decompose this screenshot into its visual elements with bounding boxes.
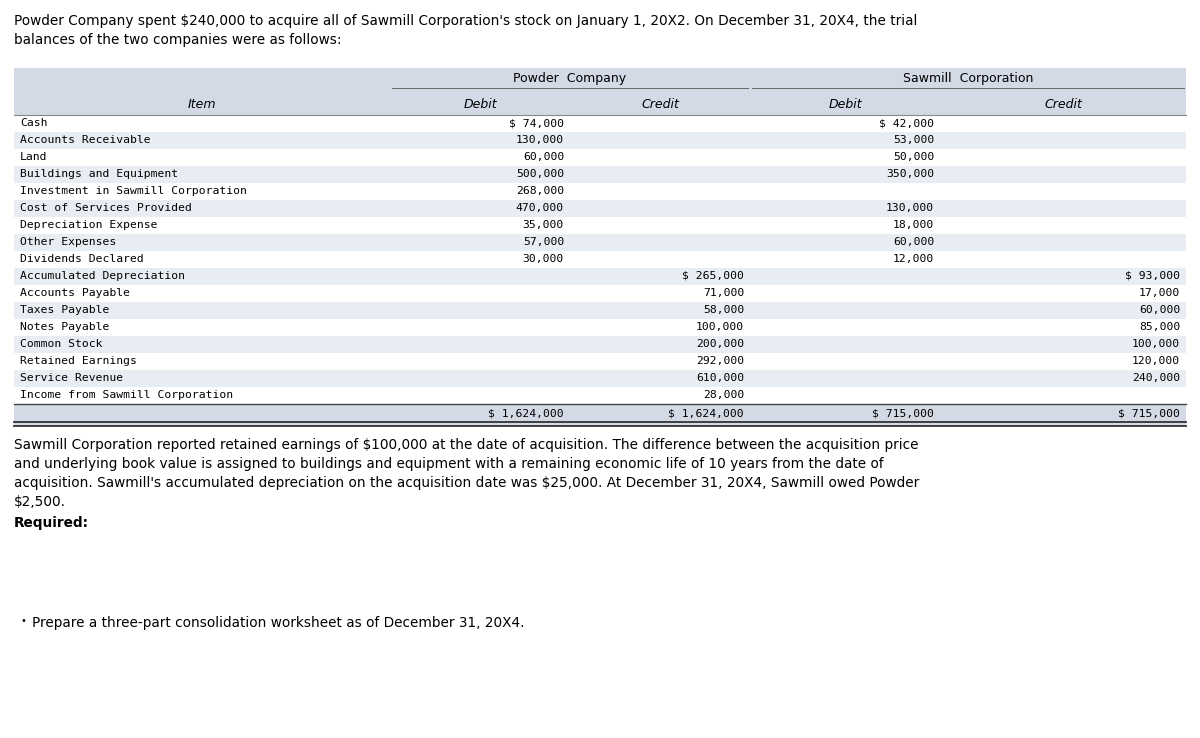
Text: Powder  Company: Powder Company (514, 72, 626, 85)
Text: 71,000: 71,000 (703, 288, 744, 298)
Text: Item: Item (187, 98, 216, 111)
Bar (14, 370, 1186, 387)
Bar (14, 336, 1186, 353)
Text: •: • (20, 616, 26, 626)
Text: 120,000: 120,000 (1132, 356, 1180, 366)
Text: Notes Payable: Notes Payable (20, 322, 109, 332)
Text: 60,000: 60,000 (1139, 305, 1180, 315)
Text: Income from Sawmill Corporation: Income from Sawmill Corporation (20, 390, 233, 400)
Text: Accumulated Depreciation: Accumulated Depreciation (20, 271, 185, 281)
Text: Service Revenue: Service Revenue (20, 373, 124, 383)
Bar (14, 93, 1186, 115)
Text: 100,000: 100,000 (1132, 339, 1180, 349)
Text: 130,000: 130,000 (886, 203, 934, 213)
Text: 350,000: 350,000 (886, 169, 934, 179)
Text: Common Stock: Common Stock (20, 339, 102, 349)
Text: 53,000: 53,000 (893, 135, 934, 145)
Bar (14, 234, 1186, 251)
Text: 100,000: 100,000 (696, 322, 744, 332)
Text: Required:: Required: (14, 516, 89, 530)
Text: 60,000: 60,000 (523, 152, 564, 162)
Bar (14, 115, 1186, 132)
Text: Debit: Debit (463, 98, 497, 111)
Bar (14, 200, 1186, 217)
Text: $ 715,000: $ 715,000 (1118, 409, 1180, 419)
Text: $ 93,000: $ 93,000 (1126, 271, 1180, 281)
Text: $ 74,000: $ 74,000 (509, 118, 564, 128)
Bar (14, 387, 1186, 404)
Bar (14, 353, 1186, 370)
Text: Dividends Declared: Dividends Declared (20, 254, 144, 264)
Bar (14, 268, 1186, 285)
Bar (14, 183, 1186, 200)
Text: Prepare a three-part consolidation worksheet as of December 31, 20X4.: Prepare a three-part consolidation works… (32, 616, 524, 630)
Text: 57,000: 57,000 (523, 237, 564, 247)
Text: Sawmill Corporation reported retained earnings of $100,000 at the date of acquis: Sawmill Corporation reported retained ea… (14, 438, 919, 508)
Text: 500,000: 500,000 (516, 169, 564, 179)
Bar (14, 319, 1186, 336)
Text: 35,000: 35,000 (523, 220, 564, 230)
Text: 200,000: 200,000 (696, 339, 744, 349)
Text: Credit: Credit (1044, 98, 1082, 111)
Bar (14, 149, 1186, 166)
Text: 470,000: 470,000 (516, 203, 564, 213)
Text: Taxes Payable: Taxes Payable (20, 305, 109, 315)
Text: 85,000: 85,000 (1139, 322, 1180, 332)
Text: Retained Earnings: Retained Earnings (20, 356, 137, 366)
Bar (14, 251, 1186, 268)
Text: $ 265,000: $ 265,000 (682, 271, 744, 281)
Text: Buildings and Equipment: Buildings and Equipment (20, 169, 178, 179)
Text: Sawmill  Corporation: Sawmill Corporation (902, 72, 1033, 85)
Bar (14, 302, 1186, 319)
Text: 30,000: 30,000 (523, 254, 564, 264)
Bar (14, 166, 1186, 183)
Text: 58,000: 58,000 (703, 305, 744, 315)
Text: Cost of Services Provided: Cost of Services Provided (20, 203, 192, 213)
Text: 28,000: 28,000 (703, 390, 744, 400)
Text: Accounts Receivable: Accounts Receivable (20, 135, 151, 145)
Bar (14, 132, 1186, 149)
Bar (14, 68, 1186, 93)
Text: Investment in Sawmill Corporation: Investment in Sawmill Corporation (20, 186, 247, 196)
Text: 610,000: 610,000 (696, 373, 744, 383)
Text: $ 715,000: $ 715,000 (872, 409, 934, 419)
Text: Cash: Cash (20, 118, 48, 128)
Text: Depreciation Expense: Depreciation Expense (20, 220, 157, 230)
Text: 17,000: 17,000 (1139, 288, 1180, 298)
Text: $ 42,000: $ 42,000 (878, 118, 934, 128)
Text: $ 1,624,000: $ 1,624,000 (488, 409, 564, 419)
Text: 60,000: 60,000 (893, 237, 934, 247)
Text: 240,000: 240,000 (1132, 373, 1180, 383)
Text: 130,000: 130,000 (516, 135, 564, 145)
Text: 18,000: 18,000 (893, 220, 934, 230)
Text: Debit: Debit (828, 98, 862, 111)
Bar (14, 217, 1186, 234)
Text: Accounts Payable: Accounts Payable (20, 288, 130, 298)
Text: 268,000: 268,000 (516, 186, 564, 196)
Text: Other Expenses: Other Expenses (20, 237, 116, 247)
Text: $ 1,624,000: $ 1,624,000 (668, 409, 744, 419)
Text: Credit: Credit (641, 98, 679, 111)
Bar (14, 285, 1186, 302)
Bar (14, 404, 1186, 426)
Text: Powder Company spent $240,000 to acquire all of Sawmill Corporation's stock on J: Powder Company spent $240,000 to acquire… (14, 14, 917, 47)
Text: 12,000: 12,000 (893, 254, 934, 264)
Text: 50,000: 50,000 (893, 152, 934, 162)
Text: 292,000: 292,000 (696, 356, 744, 366)
Text: Land: Land (20, 152, 48, 162)
